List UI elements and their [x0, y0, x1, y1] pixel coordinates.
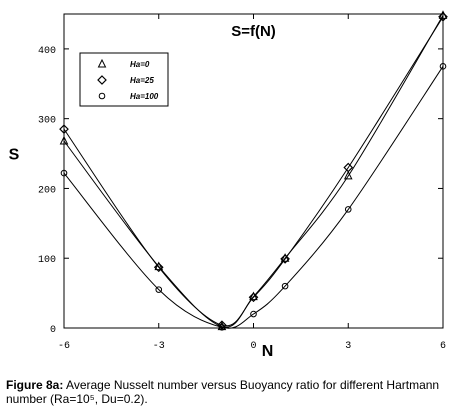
data-point-series-1 — [59, 135, 69, 145]
legend-marker-2 — [97, 75, 107, 85]
data-point-series-2 — [280, 254, 290, 264]
data-point-series-3 — [281, 282, 289, 290]
data-point-series-3 — [60, 169, 68, 177]
caption-label: Figure 8a: — [6, 378, 64, 392]
data-point-series-2 — [153, 262, 164, 273]
legend-label-3: Ha=100 — [130, 92, 159, 101]
legend-marker-1 — [97, 58, 107, 68]
data-point-series-1 — [280, 253, 290, 262]
x-axis-title: N — [262, 343, 274, 360]
series-line-3 — [63, 66, 444, 329]
x-tick-label: 6 — [440, 341, 446, 352]
data-point-series-1 — [343, 170, 353, 180]
y-tick-label: 0 — [50, 325, 56, 336]
data-point-series-3 — [218, 324, 226, 331]
figure-caption: Figure 8a: Average Nusselt number versus… — [6, 378, 454, 406]
data-point-series-2 — [248, 292, 259, 303]
chart: 0 100 200 300 400 -6 -3 0 3 6 N S S=f(N) Ha=0 Ha=25 Ha… — [9, 10, 448, 360]
data-point-series-3 — [439, 63, 447, 70]
legend-marker-3 — [98, 92, 106, 100]
caption-text: Average Nusselt number versus Buoyancy r… — [6, 378, 440, 406]
data-point-series-2 — [217, 320, 227, 331]
data-point-series-2 — [343, 162, 354, 173]
x-tick-label: -6 — [58, 341, 70, 352]
y-tick-label: 200 — [38, 185, 56, 196]
series-line-2 — [63, 16, 444, 327]
chart-title: S=f(N) — [231, 23, 276, 40]
data-point-series-3 — [344, 206, 352, 213]
data-point-series-2 — [438, 11, 448, 22]
y-tick-label: 100 — [38, 255, 56, 266]
data-point-series-3 — [155, 286, 163, 293]
y-tick-label: 400 — [38, 46, 56, 57]
data-point-series-1 — [154, 261, 164, 271]
y-axis-title: S — [9, 147, 20, 164]
legend-label-1: Ha=0 — [130, 60, 150, 69]
legend-box — [79, 52, 169, 107]
x-tick-label: -3 — [153, 341, 165, 352]
x-tick-label: 0 — [250, 341, 256, 352]
legend-label-2: Ha=25 — [130, 76, 154, 85]
data-point-series-1 — [249, 291, 258, 301]
y-tick-label: 300 — [38, 116, 56, 127]
x-tick-label: 3 — [345, 341, 351, 352]
data-point-series-3 — [250, 310, 257, 318]
data-point-series-2 — [59, 124, 69, 134]
